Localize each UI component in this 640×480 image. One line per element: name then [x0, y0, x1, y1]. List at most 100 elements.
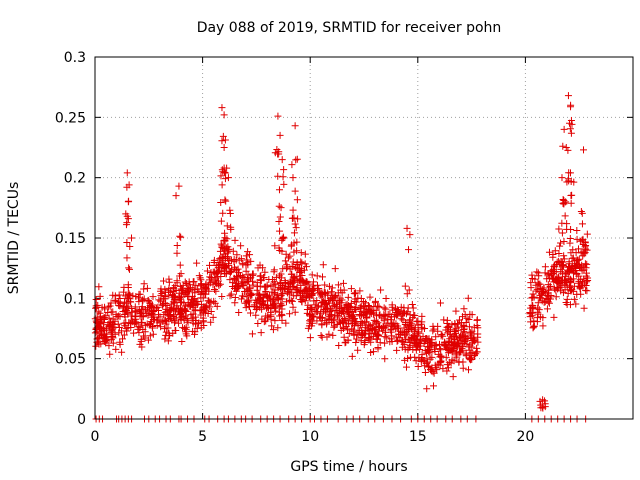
data-point [95, 322, 103, 330]
data-point [383, 334, 391, 342]
data-point [286, 310, 294, 318]
data-point [192, 281, 200, 289]
data-point [246, 302, 254, 310]
data-point [465, 323, 473, 331]
data-point [173, 279, 181, 287]
data-point [92, 295, 100, 303]
data-point [393, 305, 401, 313]
data-point [278, 156, 286, 164]
data-point [160, 311, 168, 319]
data-point [551, 247, 559, 255]
data-point [257, 277, 265, 285]
data-point [417, 320, 425, 328]
data-point [144, 296, 152, 304]
data-point [566, 169, 574, 177]
data-point [164, 337, 172, 345]
data-point [394, 307, 402, 315]
data-point [203, 267, 211, 275]
data-point [222, 197, 230, 205]
data-point [293, 265, 301, 273]
data-point [313, 272, 321, 280]
data-point [126, 291, 134, 299]
data-point [583, 230, 591, 238]
data-point [344, 309, 352, 317]
data-point [557, 265, 565, 273]
data-point [274, 284, 282, 292]
data-point [223, 222, 231, 230]
data-point [149, 293, 157, 301]
data-point [188, 314, 196, 322]
data-point [139, 326, 147, 334]
data-point [219, 132, 227, 140]
data-point [344, 302, 352, 310]
data-point [176, 261, 184, 269]
data-point [443, 367, 451, 375]
data-point [433, 366, 441, 374]
data-point [107, 328, 115, 336]
data-point [565, 282, 573, 290]
data-point [551, 276, 559, 284]
data-point [118, 348, 126, 356]
data-point [95, 334, 103, 342]
data-point [543, 275, 551, 283]
data-point [533, 318, 541, 326]
data-point [537, 294, 545, 302]
data-point [307, 315, 315, 323]
data-point [448, 347, 456, 355]
data-point [447, 359, 455, 367]
data-point [465, 355, 473, 363]
data-point [272, 303, 280, 311]
data-point [289, 303, 297, 311]
data-point [574, 279, 582, 287]
data-point [528, 301, 536, 309]
data-point [583, 287, 591, 295]
data-point [360, 341, 368, 349]
x-tick-label: 10 [301, 429, 319, 445]
data-point [387, 326, 395, 334]
data-point [455, 340, 463, 348]
data-point [281, 279, 289, 287]
data-point [259, 297, 267, 305]
data-point [271, 242, 279, 250]
data-point [127, 320, 135, 328]
data-point [268, 302, 276, 310]
data-point [206, 261, 214, 269]
data-point [293, 284, 301, 292]
data-point [113, 313, 121, 321]
data-point [281, 285, 289, 293]
data-point [529, 293, 537, 301]
data-point [535, 306, 543, 314]
data-point [278, 247, 286, 255]
x-tick-label: 15 [409, 429, 427, 445]
data-point [119, 304, 127, 312]
data-point [304, 301, 312, 309]
data-point [226, 276, 234, 284]
data-point [542, 289, 550, 297]
data-point [267, 311, 275, 319]
data-point [431, 361, 439, 369]
data-point [118, 327, 126, 335]
data-point [102, 339, 110, 347]
data-point [534, 269, 542, 277]
data-point [165, 291, 173, 299]
data-point [274, 324, 282, 332]
data-point [224, 243, 232, 251]
data-point [376, 311, 384, 319]
data-point [159, 301, 167, 309]
data-point [206, 279, 214, 287]
data-point [549, 250, 557, 258]
data-point [582, 272, 590, 280]
data-point [563, 225, 571, 233]
data-point [573, 227, 581, 235]
data-point [286, 252, 294, 260]
data-point [298, 259, 306, 267]
data-point [285, 296, 293, 304]
data-point [279, 173, 287, 181]
data-point [156, 313, 164, 321]
data-point [439, 365, 447, 373]
data-point [421, 368, 429, 376]
data-point [545, 299, 553, 307]
data-point [289, 258, 297, 266]
data-point [143, 284, 151, 292]
